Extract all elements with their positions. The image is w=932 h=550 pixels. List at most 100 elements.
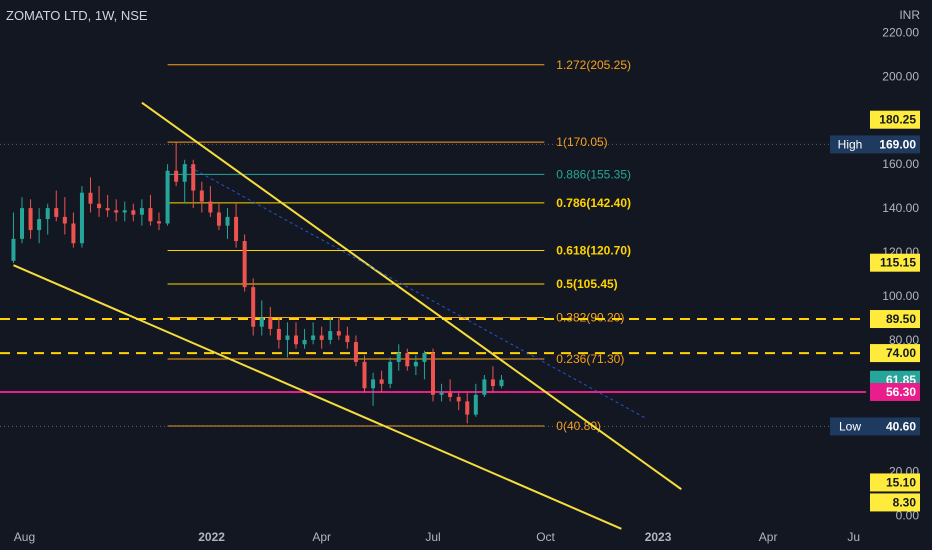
price-label: 115.15 — [880, 256, 916, 270]
x-tick-label: Ju — [847, 530, 860, 544]
candle-body — [28, 208, 33, 231]
candle-body — [157, 221, 162, 224]
candle-body — [413, 361, 418, 367]
candle-body — [54, 208, 59, 217]
candle-body — [379, 379, 384, 384]
candle-body — [371, 379, 376, 389]
candle-body — [473, 394, 478, 415]
price-label-box — [870, 253, 920, 272]
chart-title: ZOMATO LTD, 1W, NSE — [6, 8, 148, 23]
candle-body — [448, 392, 453, 397]
x-tick-label: Apr — [312, 530, 331, 544]
fib-level-label: 0.382(90.20) — [556, 310, 624, 324]
candle-body — [490, 379, 495, 387]
candle-body — [259, 317, 264, 327]
price-label: 169.00 — [879, 137, 916, 151]
candle-body — [165, 170, 170, 224]
price-label: 8.30 — [893, 495, 917, 509]
y-tick-label: 80.00 — [889, 333, 919, 347]
price-label-box — [870, 110, 920, 129]
candle-body — [285, 335, 290, 340]
price-label-box — [870, 382, 920, 401]
price-label-box — [870, 135, 920, 154]
candle-body — [37, 219, 42, 231]
y-tick-label: 200.00 — [882, 69, 919, 83]
y-tick-label: 140.00 — [882, 201, 919, 215]
y-tick-label: 0.00 — [896, 509, 920, 523]
fib-level-label: 0.236(71.30) — [556, 352, 624, 366]
candle-body — [294, 335, 299, 345]
candle-body — [225, 216, 230, 226]
price-label-box — [870, 417, 920, 436]
candle-body — [174, 170, 179, 182]
x-tick-label: Aug — [14, 530, 35, 544]
candle-body — [97, 203, 102, 209]
candle-body — [422, 353, 427, 362]
price-tag: Low — [839, 419, 861, 433]
price-label: 15.10 — [886, 475, 916, 489]
x-tick-label: 2023 — [645, 530, 672, 544]
price-label: 56.30 — [886, 385, 916, 399]
price-label: 40.60 — [886, 419, 916, 433]
candle-body — [242, 241, 247, 288]
price-label-box — [870, 344, 920, 363]
candle-body — [405, 353, 410, 367]
x-tick-label: Oct — [536, 530, 555, 544]
x-tick-label: 2022 — [198, 530, 225, 544]
candle-body — [45, 208, 50, 220]
candle-body — [20, 208, 25, 239]
candle-body — [431, 353, 435, 395]
trendline — [141, 101, 682, 491]
candle-body — [88, 192, 93, 204]
candle-body — [114, 210, 119, 213]
price-label: 74.00 — [886, 346, 916, 360]
fib-level-label: 0.786(142.40) — [556, 196, 631, 210]
trendline — [13, 264, 622, 530]
candle-body — [499, 379, 504, 387]
candle-body — [234, 216, 239, 242]
candle-body — [148, 208, 153, 222]
fib-level-label: 0.618(120.70) — [556, 243, 631, 257]
candle-body — [345, 335, 350, 343]
fib-level-label: 1(170.05) — [556, 135, 607, 149]
candle-body — [439, 392, 444, 395]
candle-body — [336, 331, 341, 336]
fib-level-label: 0.5(105.45) — [556, 277, 617, 291]
candle-body — [319, 335, 324, 340]
price-tag-box — [830, 135, 870, 154]
price-label: 180.25 — [879, 113, 916, 127]
price-label-box — [870, 310, 920, 329]
candle-body — [302, 339, 307, 345]
candle-body — [139, 208, 144, 215]
candle-body — [105, 208, 110, 211]
dashed-trendline — [184, 163, 648, 420]
x-tick-label: Apr — [759, 530, 778, 544]
candle-body — [311, 335, 316, 340]
candle-body — [251, 287, 256, 327]
candle-body — [216, 212, 221, 226]
candle-body — [208, 201, 213, 213]
candle-body — [199, 190, 204, 202]
candle-body — [11, 238, 16, 261]
candle-body — [191, 164, 196, 191]
price-label-box — [870, 493, 920, 512]
fib-level-label: 0.886(155.35) — [556, 167, 631, 181]
candle-body — [388, 361, 393, 384]
y-tick-label: 220.00 — [882, 25, 919, 39]
candle-body — [456, 397, 461, 402]
candle-body — [482, 379, 487, 395]
candle-body — [131, 210, 136, 215]
candle-body — [122, 210, 127, 213]
candle-body — [362, 361, 367, 389]
x-tick-label: Jul — [425, 530, 440, 544]
price-label: 89.50 — [886, 312, 916, 326]
candle-body — [396, 353, 401, 362]
candle-body — [62, 216, 67, 224]
fib-level-label: 1.272(205.25) — [556, 58, 631, 72]
price-tag-box — [830, 417, 870, 436]
candle-body — [328, 331, 333, 340]
candle-body — [353, 342, 358, 362]
candle-body — [182, 164, 187, 182]
price-label-box — [870, 473, 920, 492]
